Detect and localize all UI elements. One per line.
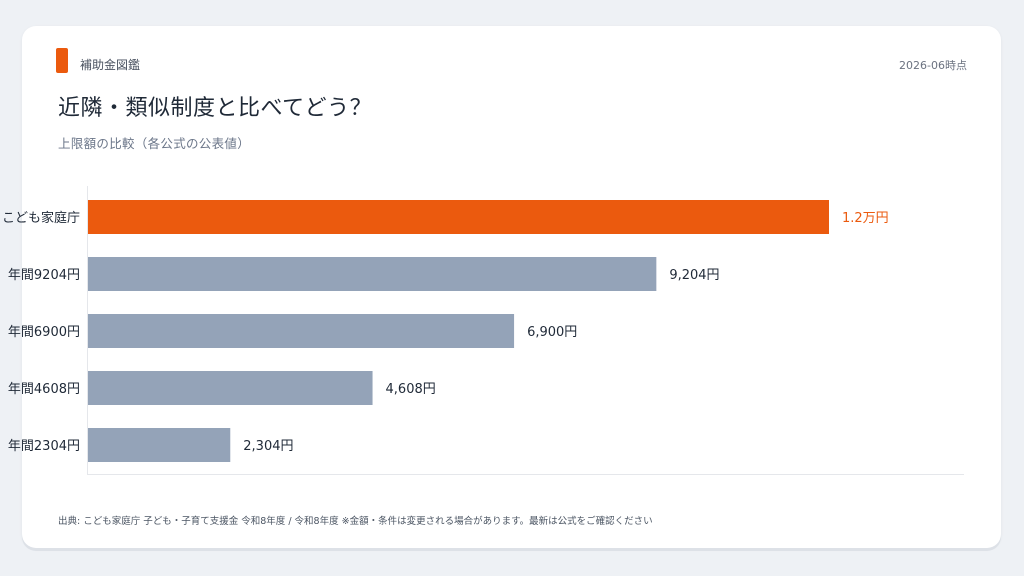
chart-title: 近隣・類似制度と比べてどう？ <box>58 96 373 121</box>
data-label: 1.2万円 <box>842 211 889 226</box>
date-label: 2026-06時点 <box>899 59 967 72</box>
data-label: 6,900円 <box>527 325 577 340</box>
bar-highlight <box>88 200 829 234</box>
bar <box>88 314 515 348</box>
chart-subtitle: 上限額の比較（各公式の公表値） <box>58 136 251 151</box>
chart-card: 補助金図鑑 2026-06時点 近隣・類似制度と比べてどう？ 上限額の比較（各公… <box>2 26 1001 548</box>
bar <box>88 428 231 462</box>
source-note: 出典: こども家庭庁 子ども・子育て支援金 令和8年度 / 令和8年度 ※金額・… <box>58 516 653 527</box>
category-label: こども家庭庁 <box>2 210 80 226</box>
brand-accent-bar <box>56 48 68 73</box>
category-label: 年間4608円 <box>8 382 80 397</box>
data-label: 4,608円 <box>386 382 436 397</box>
data-label: 9,204円 <box>669 268 719 283</box>
category-label: 年間9204円 <box>8 268 80 283</box>
bar <box>88 371 373 405</box>
category-label: 年間6900円 <box>8 325 80 340</box>
brand-label: 補助金図鑑 <box>80 58 141 72</box>
category-label: 年間2304円 <box>8 439 80 454</box>
data-label: 2,304円 <box>243 439 293 454</box>
bar <box>88 257 657 291</box>
